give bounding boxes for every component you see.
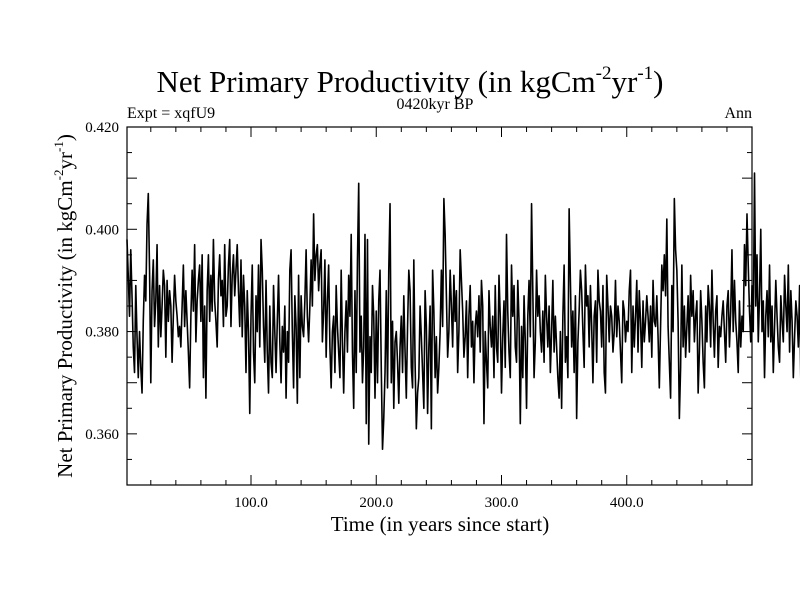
plot-frame bbox=[126, 126, 753, 486]
chart-title-sup1: -2 bbox=[596, 63, 612, 84]
x-axis-label: Time (in years since start) bbox=[331, 512, 550, 536]
y-axis-label-sup2: -1 bbox=[51, 141, 66, 152]
y-tick-label: 0.400 bbox=[85, 222, 119, 238]
chart-title: Net Primary Productivity (in kgCm-2yr-1) bbox=[157, 63, 664, 99]
chart-title-end: ) bbox=[653, 64, 663, 99]
period-label: 0420kyr BP bbox=[397, 96, 474, 113]
y-axis-label-sup1: -2 bbox=[51, 170, 66, 181]
chart-title-sup2: -1 bbox=[637, 63, 653, 84]
season-label: Ann bbox=[724, 105, 752, 122]
x-tick-label: 100.0 bbox=[234, 495, 268, 511]
y-tick-label: 0.360 bbox=[85, 427, 119, 443]
series-layer bbox=[126, 172, 800, 451]
x-tick-label: 400.0 bbox=[610, 495, 644, 511]
y-axis-label-main: Net Primary Productivity (in kgCm bbox=[53, 180, 77, 477]
experiment-label: Expt = xqfU9 bbox=[127, 105, 215, 122]
y-axis-label-end: ) bbox=[53, 134, 77, 141]
y-axis-label: Net Primary Productivity (in kgCm-2yr-1) bbox=[51, 134, 77, 478]
y-tick-label: 0.380 bbox=[85, 325, 119, 341]
x-tick-label: 200.0 bbox=[359, 495, 393, 511]
y-tick-label: 0.420 bbox=[85, 120, 119, 136]
y-axis-label-mid: yr bbox=[53, 152, 77, 170]
data-series-line bbox=[126, 172, 800, 451]
chart-title-main: Net Primary Productivity (in kgCm bbox=[157, 64, 596, 99]
chart-title-mid: yr bbox=[611, 64, 638, 99]
x-tick-label: 300.0 bbox=[485, 495, 519, 511]
x-axis-ticks: 100.0 200.0 300.0 400.0 bbox=[150, 127, 728, 511]
